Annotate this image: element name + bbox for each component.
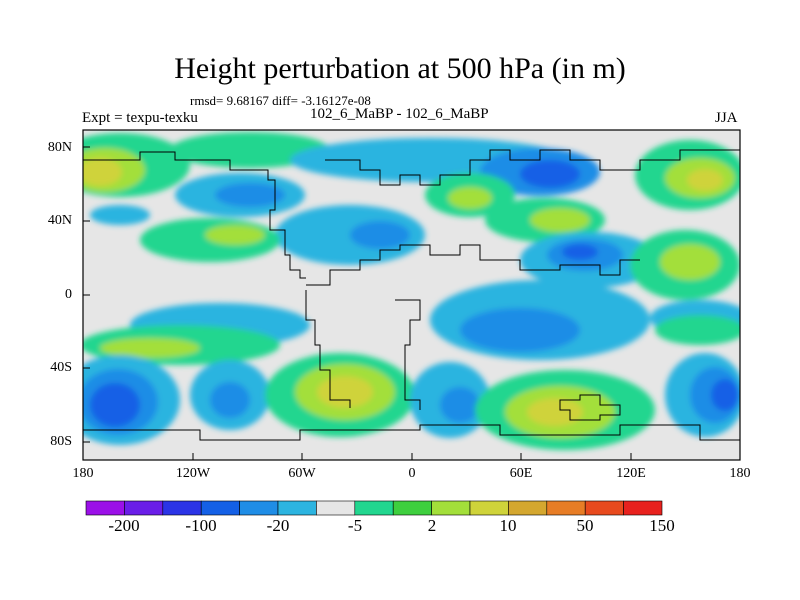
colorbar-label-minus20: -20: [267, 516, 290, 536]
contour-pos150-nw: [78, 158, 122, 186]
contour-pos50-epac: [660, 244, 720, 280]
colorbar-swatch-13: [585, 501, 623, 515]
contour-neg20-spac: [210, 382, 250, 418]
colorbar-swatch-5: [278, 501, 316, 515]
colorbar-swatch-12: [547, 501, 585, 515]
map-figure: [0, 0, 800, 600]
contour-pos50-tropics-w: [100, 338, 200, 358]
colorbar-swatch-9: [432, 501, 470, 515]
contour-neg20-tropics-e: [460, 308, 580, 352]
contour-neg100-easia: [562, 244, 598, 260]
colorbar-swatch-2: [163, 501, 201, 515]
colorbar-label-50: 50: [577, 516, 594, 536]
contour-neg100-asia: [520, 160, 580, 188]
colorbar-swatch-10: [470, 501, 508, 515]
colorbar-label-minus200: -200: [108, 516, 139, 536]
colorbar-swatch-7: [355, 501, 393, 515]
colorbar: [86, 501, 662, 515]
colorbar-label-2: 2: [428, 516, 437, 536]
contour-pos150-sio: [527, 398, 583, 426]
contour-pos50-europe: [448, 187, 492, 209]
colorbar-swatch-0: [86, 501, 124, 515]
contour-neg100-sw: [90, 383, 140, 427]
colorbar-swatch-14: [624, 501, 662, 515]
contour-neg20-sind: [440, 387, 480, 423]
contour-pos150-satl: [317, 376, 373, 408]
colorbar-swatch-1: [124, 501, 162, 515]
contour-pos50-npac: [205, 225, 265, 245]
contour-pos2-tropics-e: [655, 315, 745, 345]
contour-neg5-pacific: [90, 205, 150, 225]
contour-neg100-se: [711, 379, 739, 411]
colorbar-label-minus5: -5: [348, 516, 362, 536]
colorbar-swatch-6: [316, 501, 354, 515]
colorbar-label-10: 10: [500, 516, 517, 536]
colorbar-label-150: 150: [649, 516, 675, 536]
contour-pos150-ne: [687, 169, 723, 191]
colorbar-swatch-8: [393, 501, 431, 515]
colorbar-swatch-3: [201, 501, 239, 515]
contour-pos50-midasia: [530, 208, 590, 232]
colorbar-swatch-11: [508, 501, 546, 515]
colorbar-swatch-4: [240, 501, 278, 515]
colorbar-label-minus100: -100: [185, 516, 216, 536]
